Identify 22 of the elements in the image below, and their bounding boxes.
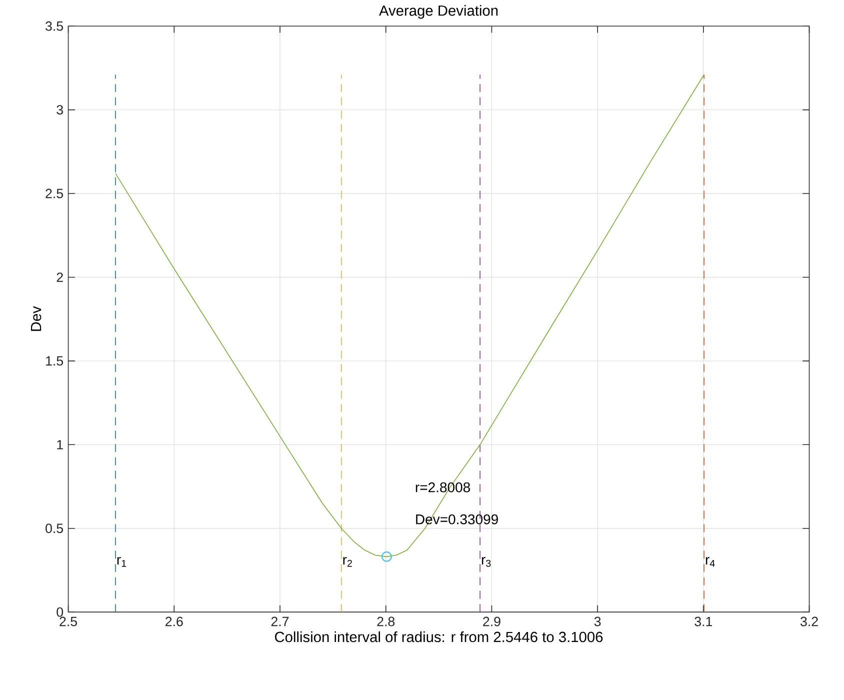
y-tick-label: 1.5 [46,356,64,366]
x-tick-label: 2.9 [483,616,500,626]
x-tick-label: 2.6 [166,616,183,626]
x-tick-label: 3 [594,616,601,626]
y-tick-label: 3 [56,105,63,115]
x-tick-label: 3.1 [694,616,712,626]
annotation: r$_{4}$ [706,557,715,567]
x-tick-label: 2.7 [271,616,289,626]
chart-title: Average Deviation [379,5,498,19]
y-tick-label: 2.5 [46,188,64,198]
annotation: r$_{2}$ [343,557,352,567]
y-axis-title: Dev [30,306,42,331]
y-tick-label: 2 [56,272,63,282]
y-tick-label: 0 [56,607,64,617]
annotation: r$_{1}$ [117,557,126,567]
x-tick-label: 3.2 [800,616,818,626]
y-tick-label: 0.5 [46,524,64,534]
x-axis-title: Collision interval of radius: r from 2.5446 to 3.1006 [274,631,603,642]
x-tick-label: 2.8 [377,616,395,626]
y-tick-label: 3.5 [46,21,64,31]
y-tick-label: 1 [57,440,63,450]
annotation: r$_{3}$ [482,556,491,567]
